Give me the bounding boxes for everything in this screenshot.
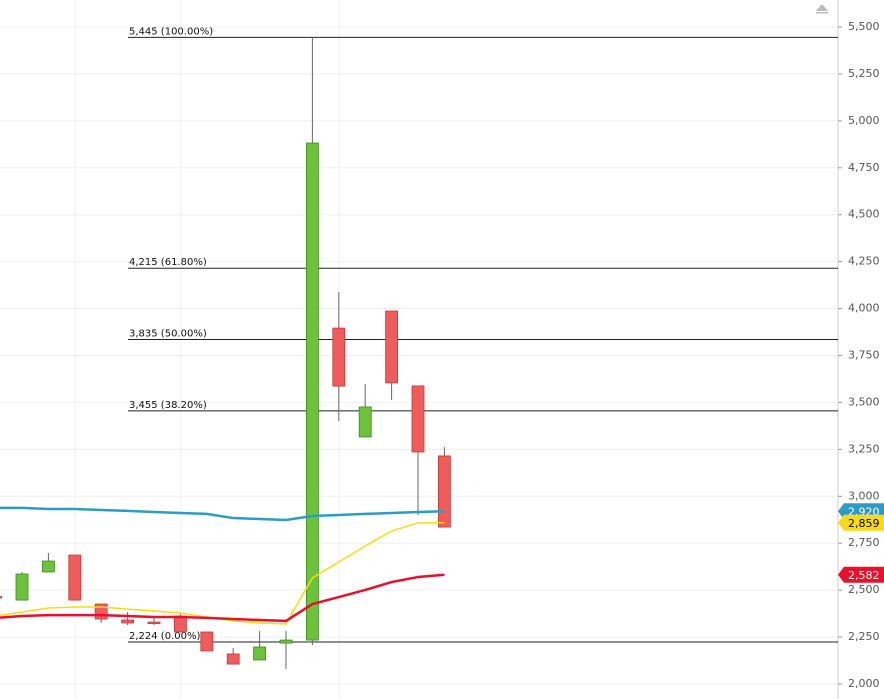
candle-body (253, 646, 267, 661)
y-tick-label: 5,250 (848, 67, 880, 80)
fib-label: 2,224 (0.00%) (129, 631, 200, 642)
y-tick-label: 3,500 (848, 395, 880, 408)
fib-label: 4,215 (61.80%) (129, 257, 207, 268)
vertical-grid (74, 0, 340, 699)
scroll-icon[interactable] (816, 4, 828, 11)
candle-body (200, 631, 214, 652)
candle-body (0, 596, 3, 599)
price-tag-label: 2,859 (848, 517, 880, 530)
y-tick-label: 3,750 (848, 349, 880, 362)
fib-label: 3,455 (38.20%) (129, 400, 207, 411)
candle-body (437, 455, 451, 528)
price-tag-label: 2,582 (848, 569, 880, 582)
y-tick-label: 5,500 (848, 20, 880, 33)
y-tick-label: 4,000 (848, 302, 880, 315)
y-tick-label: 4,750 (848, 161, 880, 174)
y-tick-label: 4,250 (848, 255, 880, 268)
candle-body (68, 554, 82, 601)
candle-body (385, 310, 399, 384)
y-tick-label: 2,000 (848, 677, 880, 690)
y-tick-label: 2,500 (848, 583, 880, 596)
y-tick-label: 2,750 (848, 536, 880, 549)
candle-body (15, 573, 29, 601)
candle-body (279, 639, 293, 644)
candle-body (173, 615, 187, 633)
moving-average (0, 506, 445, 522)
candle-body (121, 619, 134, 624)
candle-body (147, 621, 161, 624)
y-tick-label: 5,000 (848, 114, 880, 127)
moving-average (0, 573, 445, 623)
y-tick-label: 3,250 (848, 442, 880, 455)
candle-body (411, 385, 425, 453)
y-tick-label: 4,500 (848, 208, 880, 221)
y-tick-label: 3,000 (848, 489, 880, 502)
fib-label: 3,835 (50.00%) (129, 329, 207, 340)
candle-body (42, 560, 55, 573)
candle-body (358, 406, 372, 438)
candle-body (94, 603, 108, 620)
price-tag (838, 514, 884, 531)
y-tick-label: 2,250 (848, 630, 880, 643)
moving-average (0, 522, 445, 625)
candle-body (226, 653, 240, 665)
scroll-icon-bar (816, 12, 828, 14)
candle-body (305, 142, 319, 641)
price-tag (838, 566, 884, 583)
fib-label: 5,445 (100.00%) (129, 26, 213, 37)
candle-body (332, 327, 346, 387)
